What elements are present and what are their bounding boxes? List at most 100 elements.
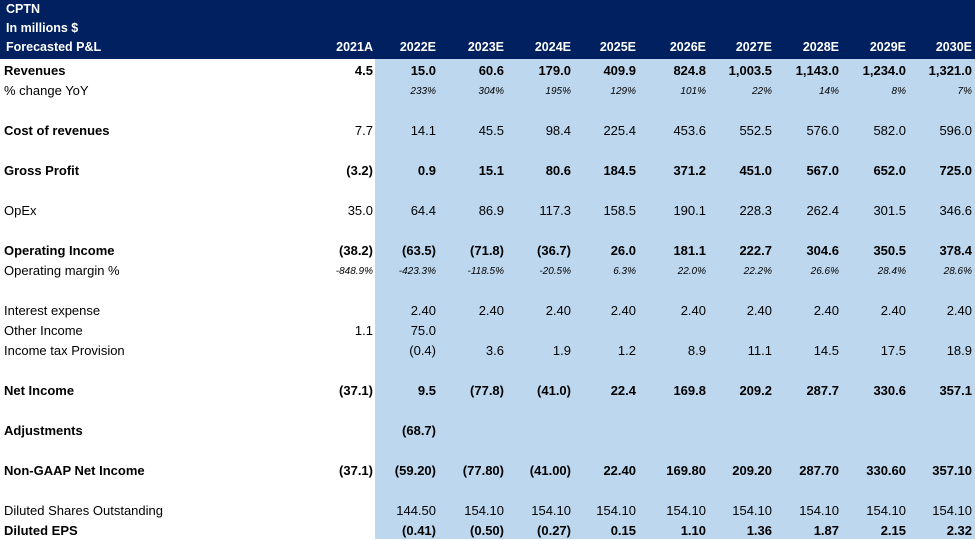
row-label: % change YoY bbox=[4, 83, 89, 98]
table-cell: 1.36 bbox=[746, 523, 772, 538]
table-cell: 1.1 bbox=[354, 323, 373, 338]
row-label: OpEx bbox=[4, 203, 37, 218]
row-label: Adjustments bbox=[4, 423, 83, 438]
table-row: Net Income (37.1) 9.5 (77.8) (41.0) 22.4 169.8… bbox=[0, 381, 975, 401]
table-cell: 154.10 bbox=[732, 503, 772, 518]
table-cell: (0.27) bbox=[537, 523, 571, 538]
table-row: Income tax Provision (0.4) 3.6 1.9 1.2 8.9 11.… bbox=[0, 341, 975, 361]
table-cell: 17.5 bbox=[880, 343, 906, 358]
table-cell: 330.60 bbox=[866, 463, 906, 478]
forecast-shading bbox=[375, 59, 975, 539]
table-cell: 209.2 bbox=[739, 383, 772, 398]
table-cell: 1.10 bbox=[680, 523, 706, 538]
table-cell: 179.0 bbox=[538, 63, 571, 78]
table-row: % change YoY 233% 304% 195% 129% 101% 22% 14% 8%… bbox=[0, 81, 975, 101]
table-row: Operating Income (38.2) (63.5) (71.8) (36.7)… bbox=[0, 241, 975, 261]
table-cell: -423.3% bbox=[398, 266, 436, 277]
table-cell: 2.40 bbox=[880, 303, 906, 318]
table-cell: 222.7 bbox=[739, 243, 772, 258]
table-cell: 2.40 bbox=[410, 303, 436, 318]
table-cell: 60.6 bbox=[478, 63, 504, 78]
table-cell: (77.80) bbox=[462, 463, 504, 478]
table-cell: 45.5 bbox=[478, 123, 504, 138]
table-row: Diluted Shares Outstanding 144.50 154.10 15… bbox=[0, 501, 975, 521]
table-cell: -118.5% bbox=[467, 266, 504, 277]
table-row: Operating margin % -848.9% -423.3% -118.5% -… bbox=[0, 261, 975, 281]
table-cell: 11.1 bbox=[747, 343, 772, 358]
row-label: Gross Profit bbox=[4, 163, 80, 178]
table-cell: 1,003.5 bbox=[728, 63, 772, 78]
table-cell: 129% bbox=[610, 86, 636, 97]
table-cell: 725.0 bbox=[939, 163, 972, 178]
table-cell: 567.0 bbox=[806, 163, 839, 178]
table-cell: 154.10 bbox=[866, 503, 906, 518]
table-cell: 181.1 bbox=[673, 243, 706, 258]
table-cell: 1.87 bbox=[813, 523, 839, 538]
table-cell: 409.9 bbox=[603, 63, 636, 78]
table-cell: 22.4 bbox=[610, 383, 636, 398]
table-cell: 28.4% bbox=[877, 266, 906, 277]
table-cell: 330.6 bbox=[873, 383, 906, 398]
table-cell: (59.20) bbox=[394, 463, 436, 478]
table-row: Interest expense 2.40 2.40 2.40 2.40 2.40 2.40… bbox=[0, 301, 975, 321]
table-cell: 75.0 bbox=[410, 323, 436, 338]
table-cell: 0.9 bbox=[417, 163, 436, 178]
table-cell: (38.2) bbox=[339, 243, 373, 258]
table-cell: 184.5 bbox=[603, 163, 636, 178]
table-cell: 22.40 bbox=[603, 463, 636, 478]
table-cell: 576.0 bbox=[806, 123, 839, 138]
table-row: OpEx 35.0 64.4 86.9 117.3 158.5 190.1 228.3 262.… bbox=[0, 201, 975, 221]
table-cell: 154.10 bbox=[799, 503, 839, 518]
year-header: 2026E bbox=[669, 40, 706, 54]
table-cell: 169.80 bbox=[666, 463, 706, 478]
year-header: 2029E bbox=[869, 40, 906, 54]
table-cell: (3.2) bbox=[346, 163, 373, 178]
table-cell: 287.70 bbox=[799, 463, 839, 478]
row-label: Non-GAAP Net Income bbox=[4, 463, 145, 478]
table-row: Adjustments (68.7) bbox=[0, 421, 975, 441]
year-header: 2024E bbox=[534, 40, 571, 54]
table-cell: 2.40 bbox=[545, 303, 571, 318]
table-cell: (77.8) bbox=[470, 383, 504, 398]
table-cell: 28.6% bbox=[943, 266, 972, 277]
table-cell: 2.40 bbox=[746, 303, 772, 318]
table-cell: 1,143.0 bbox=[795, 63, 839, 78]
table-cell: (0.50) bbox=[470, 523, 504, 538]
table-cell: 0.15 bbox=[610, 523, 636, 538]
table-cell: 26.6% bbox=[810, 266, 839, 277]
table-cell: 154.10 bbox=[666, 503, 706, 518]
table-cell: 190.1 bbox=[673, 203, 706, 218]
table-cell: 7% bbox=[957, 86, 972, 97]
table-row: Cost of revenues 7.7 14.1 45.5 98.4 225.4 453.… bbox=[0, 121, 975, 141]
table-cell: -848.9% bbox=[335, 266, 373, 277]
units-label: In millions $ bbox=[6, 21, 79, 35]
table-cell: 14.1 bbox=[410, 123, 436, 138]
table-cell: 8.9 bbox=[687, 343, 706, 358]
table-cell: 304% bbox=[478, 86, 504, 97]
table-cell: 378.4 bbox=[939, 243, 972, 258]
year-header: 2025E bbox=[599, 40, 636, 54]
table-cell: 209.20 bbox=[732, 463, 772, 478]
table-cell: 225.4 bbox=[603, 123, 636, 138]
table-cell: (0.41) bbox=[402, 523, 436, 538]
table-cell: (36.7) bbox=[537, 243, 571, 258]
table-cell: 596.0 bbox=[939, 123, 972, 138]
year-header: 2027E bbox=[735, 40, 772, 54]
table-cell: 1,321.0 bbox=[928, 63, 972, 78]
table-cell: 228.3 bbox=[739, 203, 772, 218]
table-cell: (37.1) bbox=[339, 463, 373, 478]
table-cell: 35.0 bbox=[347, 203, 373, 218]
table-cell: -20.5% bbox=[539, 266, 571, 277]
table-row: Gross Profit (3.2) 0.9 15.1 80.6 184.5 371.2 45… bbox=[0, 161, 975, 181]
table-cell: 582.0 bbox=[873, 123, 906, 138]
table-cell: 2.40 bbox=[610, 303, 636, 318]
table-cell: 6.3% bbox=[613, 266, 636, 277]
table-cell: 158.5 bbox=[603, 203, 636, 218]
table-cell: 64.4 bbox=[410, 203, 436, 218]
table-cell: 233% bbox=[410, 86, 436, 97]
table-row: Revenues 4.5 15.0 60.6 179.0 409.9 824.8 1,003.… bbox=[0, 61, 975, 81]
table-cell: 117.3 bbox=[539, 203, 571, 218]
table-cell: 304.6 bbox=[806, 243, 839, 258]
table-cell: 154.10 bbox=[531, 503, 571, 518]
table-cell: 262.4 bbox=[806, 203, 839, 218]
